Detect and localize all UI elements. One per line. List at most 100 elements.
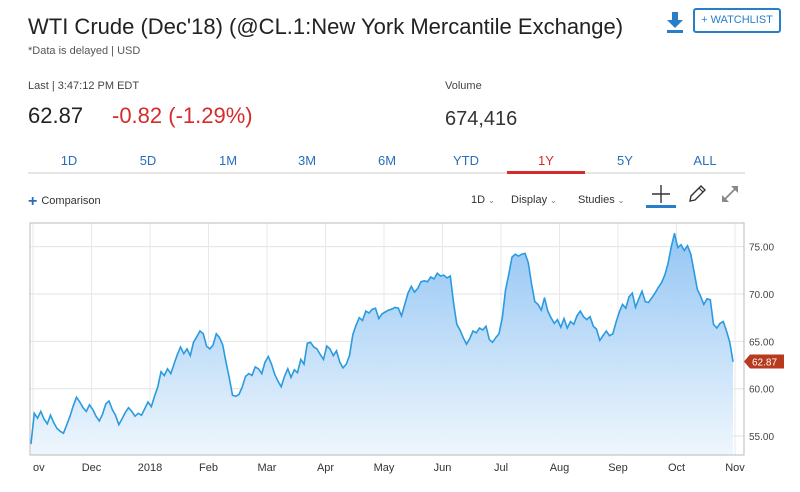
- data-point: [202, 333, 204, 335]
- display-label: Display: [511, 194, 548, 206]
- data-point: [176, 354, 178, 356]
- data-point: [579, 310, 581, 312]
- plot-border: [29, 222, 745, 456]
- data-point: [173, 363, 175, 365]
- tab-all[interactable]: ALL: [693, 153, 717, 168]
- data-point: [641, 290, 643, 292]
- tab-1d[interactable]: 1D: [60, 153, 78, 168]
- data-point: [404, 303, 406, 306]
- data-point: [339, 361, 341, 363]
- data-point: [589, 316, 591, 318]
- tab-1m[interactable]: 1M: [218, 153, 238, 168]
- data-point: [140, 414, 143, 416]
- interval-dropdown[interactable]: 1D ⌄: [471, 194, 495, 206]
- chart-svg[interactable]: 75.00 70.00 65.00 60.00 55.00 ov Dec 2018 Feb Ma…: [28, 222, 788, 487]
- data-point: [186, 348, 188, 350]
- studies-dropdown[interactable]: Studies ⌄: [578, 194, 624, 206]
- data-point: [553, 322, 555, 324]
- data-point: [131, 410, 133, 413]
- tab-1y[interactable]: 1Y: [507, 150, 585, 174]
- data-point: [127, 407, 130, 409]
- x-tick-label: Feb: [199, 462, 218, 474]
- data-point: [420, 281, 422, 283]
- data-point: [644, 300, 646, 303]
- price-chart[interactable]: 75.00 70.00 65.00 60.00 55.00 ov Dec 2018 Feb Ma…: [28, 222, 788, 487]
- data-point: [49, 414, 52, 416]
- data-point: [495, 336, 497, 339]
- data-point: [501, 317, 503, 319]
- y-tick-label: 75.00: [749, 243, 774, 254]
- x-tick-label: 2018: [138, 462, 162, 474]
- data-point: [592, 325, 594, 327]
- data-point: [560, 326, 562, 328]
- data-point: [251, 374, 253, 377]
- data-point: [400, 315, 403, 317]
- data-point: [257, 368, 260, 370]
- data-point: [75, 396, 78, 398]
- download-icon[interactable]: [664, 10, 686, 34]
- data-delay-note: *Data is delayed | USD: [28, 45, 141, 57]
- data-point: [144, 408, 146, 410]
- data-point: [612, 333, 614, 335]
- x-tick-label: Oct: [668, 462, 685, 474]
- add-watchlist-button[interactable]: + WATCHLIST: [693, 8, 781, 33]
- data-point: [732, 360, 734, 363]
- draw-pencil-icon[interactable]: [686, 183, 714, 209]
- tab-5d[interactable]: 5D: [139, 153, 157, 168]
- data-point: [222, 344, 224, 346]
- data-point: [615, 321, 617, 324]
- data-point: [95, 415, 97, 417]
- data-point: [124, 411, 126, 413]
- x-tick-label: Aug: [550, 462, 570, 474]
- data-point: [391, 308, 393, 310]
- data-point: [306, 342, 308, 344]
- data-point: [309, 341, 312, 343]
- plus-icon: +: [28, 193, 38, 210]
- data-point: [443, 274, 445, 276]
- data-point: [33, 412, 35, 414]
- data-point: [374, 307, 377, 309]
- data-point: [300, 358, 302, 360]
- chevron-down-icon: ⌄: [617, 196, 625, 205]
- data-point: [261, 372, 263, 375]
- data-point: [608, 335, 611, 337]
- comparison-button[interactable]: + Comparison: [28, 193, 101, 211]
- data-point: [361, 319, 364, 322]
- data-point: [647, 301, 650, 304]
- crosshair-icon[interactable]: [646, 183, 676, 209]
- data-point: [98, 420, 100, 422]
- data-point: [157, 386, 159, 388]
- tab-6m[interactable]: 6M: [377, 153, 397, 168]
- data-point: [524, 252, 526, 254]
- data-point: [319, 354, 321, 356]
- data-point: [66, 424, 68, 426]
- chevron-down-icon: ⌄: [550, 196, 557, 205]
- data-point: [59, 430, 61, 432]
- data-point: [82, 407, 84, 409]
- data-point: [660, 282, 663, 284]
- tab-3m[interactable]: 3M: [297, 153, 317, 168]
- display-dropdown[interactable]: Display ⌄: [511, 194, 557, 206]
- last-price-flag: [744, 354, 784, 369]
- data-point: [634, 306, 637, 308]
- data-point: [729, 341, 731, 343]
- data-point: [384, 311, 386, 313]
- data-point: [381, 313, 383, 315]
- data-point: [329, 348, 331, 350]
- data-point: [410, 285, 412, 288]
- tab-5y[interactable]: 5Y: [617, 153, 633, 168]
- data-point: [92, 408, 94, 411]
- data-point: [462, 336, 464, 339]
- price-area: [31, 233, 733, 455]
- data-point: [699, 295, 702, 297]
- data-point: [296, 372, 299, 374]
- x-tick-label: Dec: [82, 462, 102, 474]
- expand-icon[interactable]: [719, 183, 747, 209]
- data-point: [371, 308, 373, 310]
- data-point: [673, 232, 676, 235]
- data-point: [345, 363, 347, 365]
- data-point: [348, 354, 351, 357]
- tab-ytd[interactable]: YTD: [453, 153, 479, 168]
- data-point: [407, 292, 409, 294]
- data-point: [335, 350, 338, 352]
